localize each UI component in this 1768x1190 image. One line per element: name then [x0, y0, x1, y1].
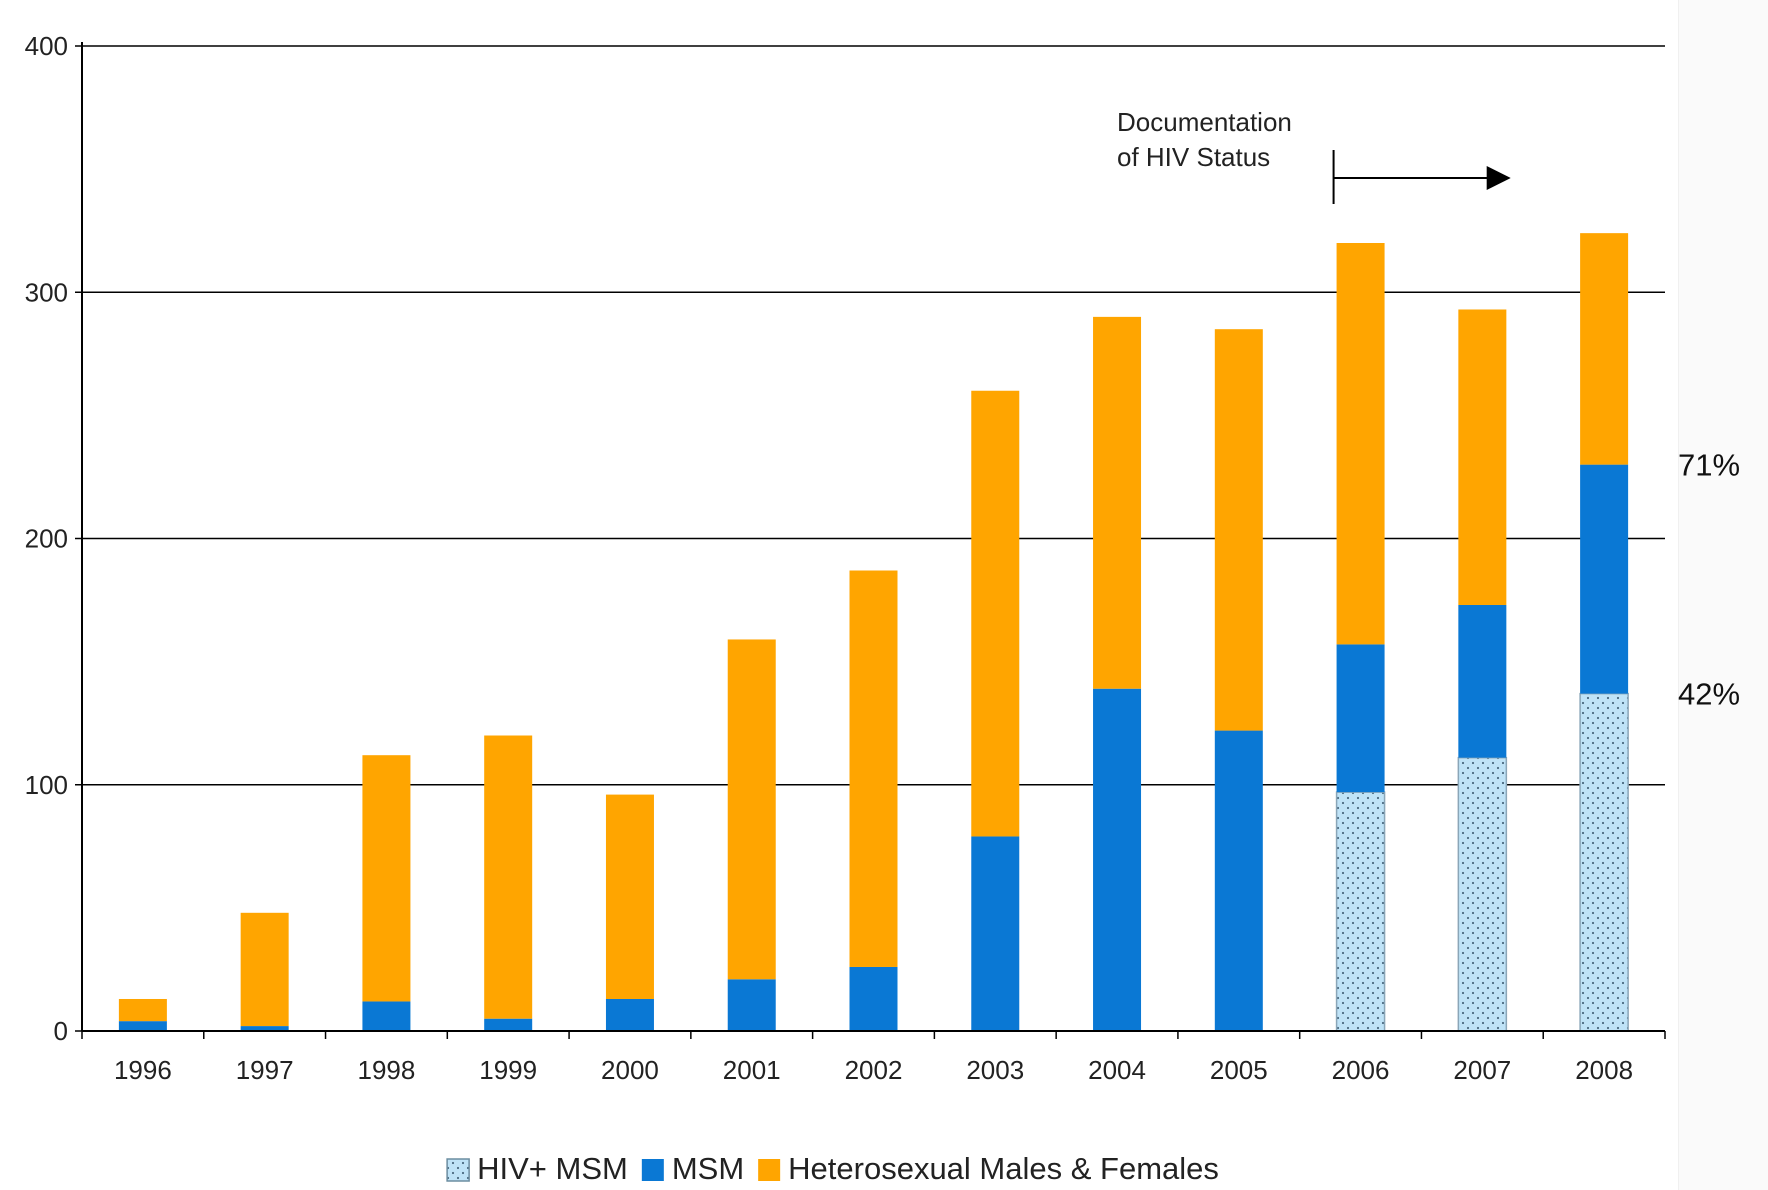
- bar-segment-heterosexual-males-females-2006: [1336, 243, 1385, 645]
- bar-segment-heterosexual-males-females-2005: [1214, 329, 1263, 731]
- bar-segment-msm-2000: [605, 998, 654, 1031]
- bar-segment-hiv-msm-2008: [1579, 692, 1629, 1032]
- bar-segment-msm-1997: [240, 1026, 289, 1031]
- legend-swatch: [641, 1159, 664, 1181]
- bar-segment-hiv-msm-2007: [1457, 756, 1508, 1032]
- bar-segment-heterosexual-males-females-1996: [118, 998, 167, 1022]
- bar-segment-heterosexual-males-females-2004: [1093, 316, 1142, 689]
- legend: HIV+ MSM MSM Heterosexual Males & Females: [446, 1151, 1219, 1186]
- bar-segment-msm-2007: [1458, 604, 1507, 758]
- legend-swatch: [758, 1159, 781, 1181]
- bar-segment-heterosexual-males-females-2000: [605, 794, 654, 999]
- x-tick-label: 2007: [1453, 1055, 1511, 1085]
- bar-segment-msm-2008: [1580, 464, 1629, 694]
- bar-segment-heterosexual-males-females-2008: [1580, 233, 1629, 465]
- y-tick-label: 0: [54, 1016, 68, 1046]
- legend-label: HIV+ MSM: [477, 1151, 628, 1186]
- x-tick-label: 2005: [1210, 1055, 1268, 1085]
- x-tick-label: 2002: [845, 1055, 903, 1085]
- bar-segment-msm-2001: [727, 979, 776, 1031]
- x-tick-label: 1996: [114, 1055, 172, 1085]
- x-tick-label: 2003: [966, 1055, 1024, 1085]
- legend-label: Heterosexual Males & Females: [788, 1151, 1219, 1186]
- bar-segment-msm-1999: [484, 1018, 533, 1031]
- annotation-documentation-text: Documentation: [1117, 107, 1292, 137]
- legend-swatch: [446, 1158, 470, 1182]
- bar-segment-msm-2004: [1093, 688, 1142, 1031]
- bar-segment-hiv-msm-2006: [1335, 791, 1386, 1032]
- bar-segment-msm-1996: [118, 1021, 167, 1031]
- annotation-documentation-text: of HIV Status: [1117, 142, 1270, 172]
- x-tick-label: 1998: [358, 1055, 416, 1085]
- percentage-label: 71%: [1678, 448, 1740, 483]
- y-tick-label: 300: [25, 277, 68, 307]
- bars: [118, 233, 1629, 1032]
- bar-segment-heterosexual-males-females-2001: [727, 639, 776, 980]
- x-tick-label: 2001: [723, 1055, 781, 1085]
- bar-segment-heterosexual-males-females-1998: [362, 755, 411, 1002]
- bar-segment-msm-2006: [1336, 644, 1385, 793]
- legend-label: MSM: [672, 1151, 744, 1186]
- bar-segment-heterosexual-males-females-1997: [240, 912, 289, 1027]
- bar-segment-msm-2002: [849, 966, 898, 1031]
- bar-segment-msm-2003: [971, 836, 1020, 1031]
- x-tick-label: 2004: [1088, 1055, 1146, 1085]
- bar-segment-msm-1998: [362, 1001, 411, 1031]
- right-margin-strip: [1678, 0, 1768, 1190]
- annotations: Documentation of HIV Status 71% 42%: [1117, 107, 1740, 712]
- x-tick-label: 2006: [1332, 1055, 1390, 1085]
- y-tick-label: 400: [25, 31, 68, 61]
- y-tick-label: 100: [25, 770, 68, 800]
- percentage-label: 42%: [1678, 677, 1740, 712]
- bar-segment-heterosexual-males-females-2003: [971, 390, 1020, 837]
- bar-segment-heterosexual-males-females-2007: [1458, 309, 1507, 605]
- x-tick-label: 1999: [479, 1055, 537, 1085]
- y-tick-label: 200: [25, 524, 68, 554]
- axes: 0 100 200 300 400 1996 1997 1998 1999 2000 2001 200…: [25, 31, 1666, 1085]
- bar-segment-heterosexual-males-females-2002: [849, 570, 898, 967]
- x-tick-label: 2000: [601, 1055, 659, 1085]
- x-tick-label: 2008: [1575, 1055, 1633, 1085]
- x-tick-label: 1997: [236, 1055, 294, 1085]
- bar-segment-heterosexual-males-females-1999: [484, 735, 533, 1019]
- bar-segment-msm-2005: [1214, 730, 1263, 1031]
